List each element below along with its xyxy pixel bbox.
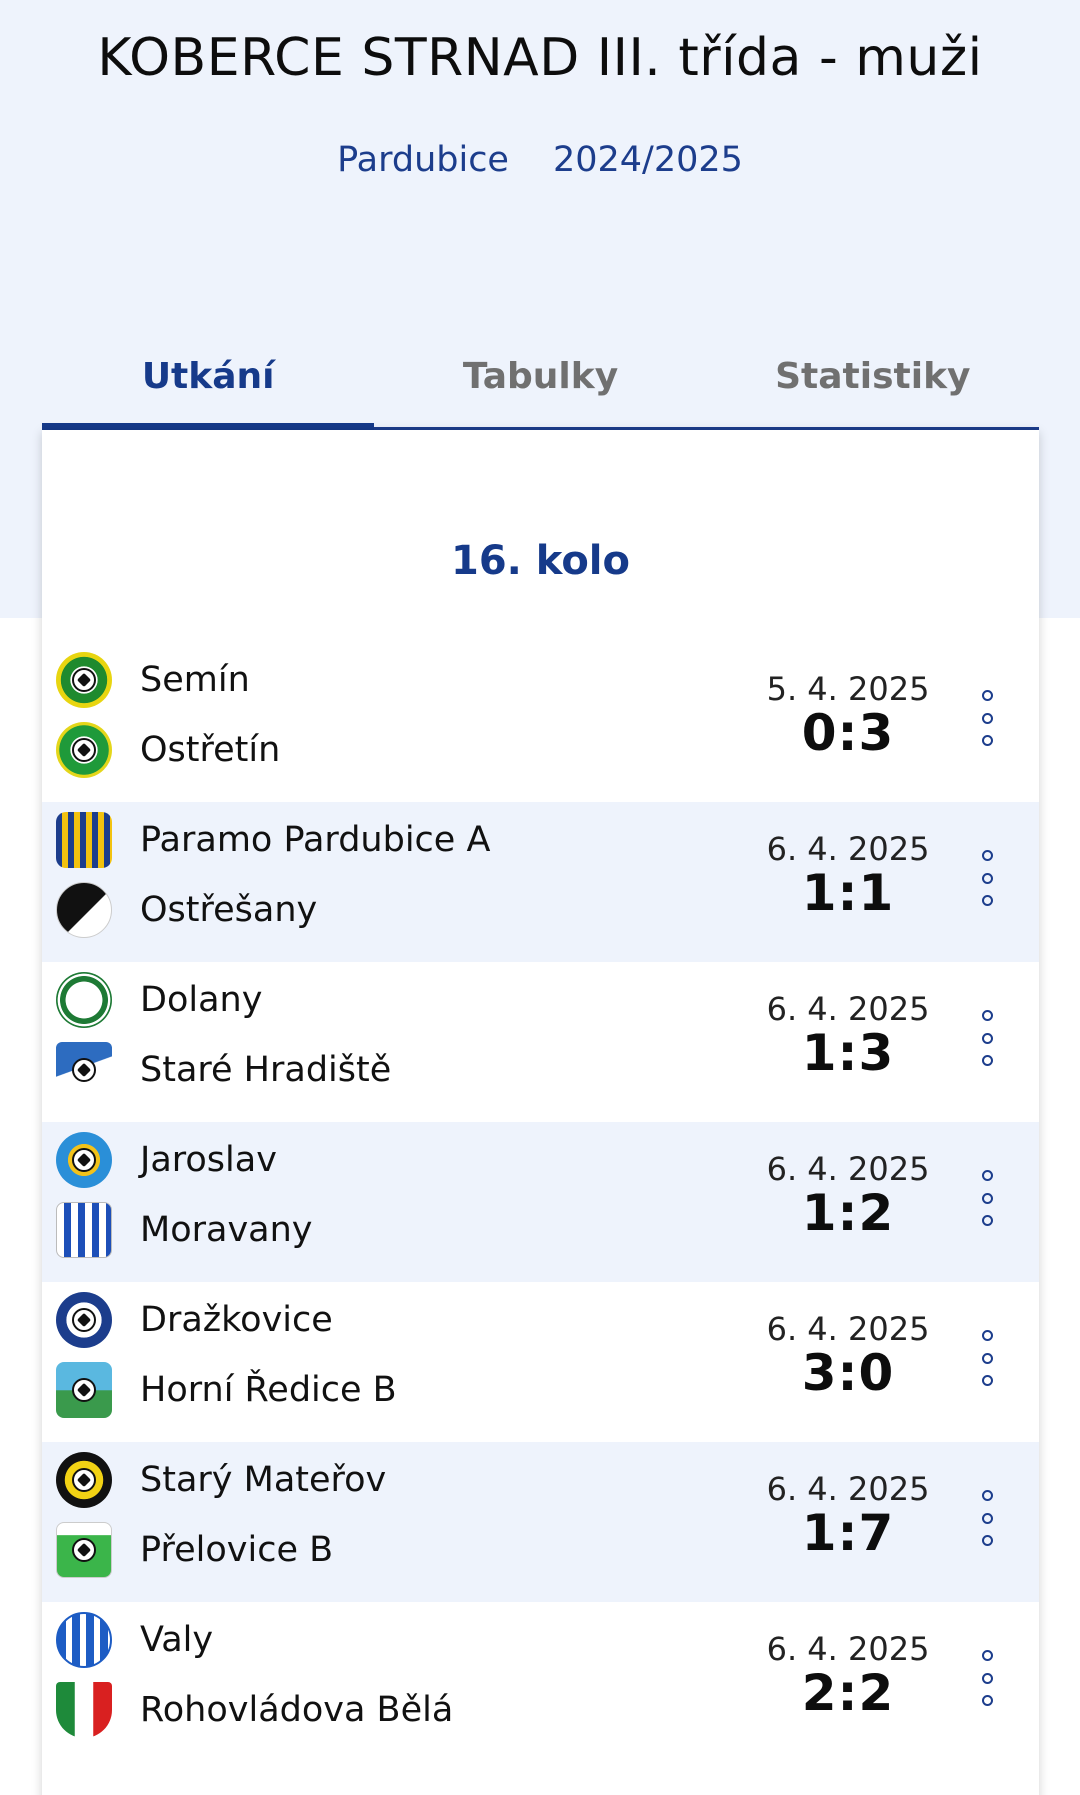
team-logo-icon bbox=[56, 1362, 112, 1418]
away-team: Rohovládova Bělá bbox=[56, 1680, 453, 1740]
team-logo-icon bbox=[56, 812, 112, 868]
home-team: Dolany bbox=[56, 970, 262, 1030]
tab-matches[interactable]: Utkání bbox=[42, 348, 375, 430]
team-logo-icon bbox=[56, 652, 112, 708]
match-row[interactable]: Dražkovice Horní Ředice B 6. 4. 2025 3:0 bbox=[42, 1282, 1039, 1442]
more-options-icon[interactable] bbox=[977, 1642, 997, 1714]
match-score: 2:2 bbox=[801, 1664, 895, 1722]
match-row[interactable]: Semín Ostřetín 5. 4. 2025 0:3 bbox=[42, 642, 1039, 802]
match-date: 6. 4. 2025 bbox=[766, 1310, 930, 1348]
home-team-name: Dolany bbox=[140, 980, 263, 1020]
away-team: Horní Ředice B bbox=[56, 1360, 397, 1420]
round-title: 16. kolo bbox=[451, 538, 630, 584]
match-score: 0:3 bbox=[801, 704, 895, 762]
home-team-name: Paramo Pardubice A bbox=[140, 820, 491, 860]
home-team: Dražkovice bbox=[56, 1290, 333, 1350]
match-score: 1:7 bbox=[801, 1504, 895, 1562]
team-logo-icon bbox=[56, 1042, 112, 1098]
away-team-name: Moravany bbox=[140, 1210, 313, 1250]
away-team: Ostřetín bbox=[56, 720, 280, 780]
matches-card: 16. kolo Semín Ostřetín 5. 4. 2025 0:3 P… bbox=[42, 430, 1039, 1795]
match-date: 6. 4. 2025 bbox=[766, 1630, 930, 1668]
match-row[interactable]: Starý Mateřov Přelovice B 6. 4. 2025 1:7 bbox=[42, 1442, 1039, 1602]
tab-tables[interactable]: Tabulky bbox=[462, 356, 619, 397]
match-date: 6. 4. 2025 bbox=[766, 1470, 930, 1508]
season-selector[interactable]: 2024/2025 bbox=[552, 140, 743, 180]
match-score: 3:0 bbox=[801, 1344, 895, 1402]
home-team-name: Jaroslav bbox=[140, 1140, 277, 1180]
team-logo-icon bbox=[56, 882, 112, 938]
more-options-icon[interactable] bbox=[977, 1482, 997, 1554]
home-team-name: Dražkovice bbox=[140, 1300, 333, 1340]
tab-bar: Utkání Tabulky Statistiky bbox=[42, 348, 1039, 430]
match-date: 6. 4. 2025 bbox=[766, 1150, 930, 1188]
team-logo-icon bbox=[56, 1202, 112, 1258]
away-team: Ostřešany bbox=[56, 880, 317, 940]
home-team: Jaroslav bbox=[56, 1130, 277, 1190]
away-team-name: Přelovice B bbox=[140, 1530, 334, 1570]
team-logo-icon bbox=[56, 1292, 112, 1348]
tab-statistics[interactable]: Statistiky bbox=[775, 356, 971, 397]
match-row[interactable]: Valy Rohovládova Bělá 6. 4. 2025 2:2 bbox=[42, 1602, 1039, 1762]
team-logo-icon bbox=[56, 1522, 112, 1578]
match-date: 6. 4. 2025 bbox=[766, 990, 930, 1028]
team-logo-icon bbox=[56, 1452, 112, 1508]
competition-meta: Pardubice 2024/2025 bbox=[0, 140, 1080, 180]
home-team: Semín bbox=[56, 650, 250, 710]
team-logo-icon bbox=[56, 1132, 112, 1188]
home-team-name: Valy bbox=[140, 1620, 214, 1660]
away-team: Moravany bbox=[56, 1200, 313, 1260]
page-title: KOBERCE STRNAD III. třída - muži bbox=[97, 28, 983, 88]
match-row[interactable]: Dolany Staré Hradiště 6. 4. 2025 1:3 bbox=[42, 962, 1039, 1122]
region-link[interactable]: Pardubice bbox=[337, 140, 509, 180]
match-row[interactable]: Paramo Pardubice A Ostřešany 6. 4. 2025 … bbox=[42, 802, 1039, 962]
away-team-name: Ostřešany bbox=[140, 890, 318, 930]
home-team: Starý Mateřov bbox=[56, 1450, 386, 1510]
team-logo-icon bbox=[56, 972, 112, 1028]
more-options-icon[interactable] bbox=[977, 842, 997, 914]
more-options-icon[interactable] bbox=[977, 1162, 997, 1234]
team-logo-icon bbox=[56, 1682, 112, 1738]
away-team: Staré Hradiště bbox=[56, 1040, 391, 1100]
away-team-name: Rohovládova Bělá bbox=[140, 1690, 454, 1730]
home-team: Paramo Pardubice A bbox=[56, 810, 490, 870]
home-team-name: Semín bbox=[140, 660, 250, 700]
home-team: Valy bbox=[56, 1610, 213, 1670]
match-date: 5. 4. 2025 bbox=[766, 670, 930, 708]
away-team-name: Horní Ředice B bbox=[140, 1370, 397, 1410]
match-list: Semín Ostřetín 5. 4. 2025 0:3 Paramo Par… bbox=[42, 642, 1039, 1762]
more-options-icon[interactable] bbox=[977, 682, 997, 754]
more-options-icon[interactable] bbox=[977, 1322, 997, 1394]
match-score: 1:1 bbox=[801, 864, 895, 922]
team-logo-icon bbox=[56, 1612, 112, 1668]
match-date: 6. 4. 2025 bbox=[766, 830, 930, 868]
home-team-name: Starý Mateřov bbox=[140, 1460, 387, 1500]
away-team-name: Ostřetín bbox=[140, 730, 281, 770]
match-row[interactable]: Jaroslav Moravany 6. 4. 2025 1:2 bbox=[42, 1122, 1039, 1282]
more-options-icon[interactable] bbox=[977, 1002, 997, 1074]
match-score: 1:3 bbox=[801, 1024, 895, 1082]
away-team-name: Staré Hradiště bbox=[140, 1050, 392, 1090]
match-score: 1:2 bbox=[801, 1184, 895, 1242]
away-team: Přelovice B bbox=[56, 1520, 333, 1580]
team-logo-icon bbox=[56, 722, 112, 778]
